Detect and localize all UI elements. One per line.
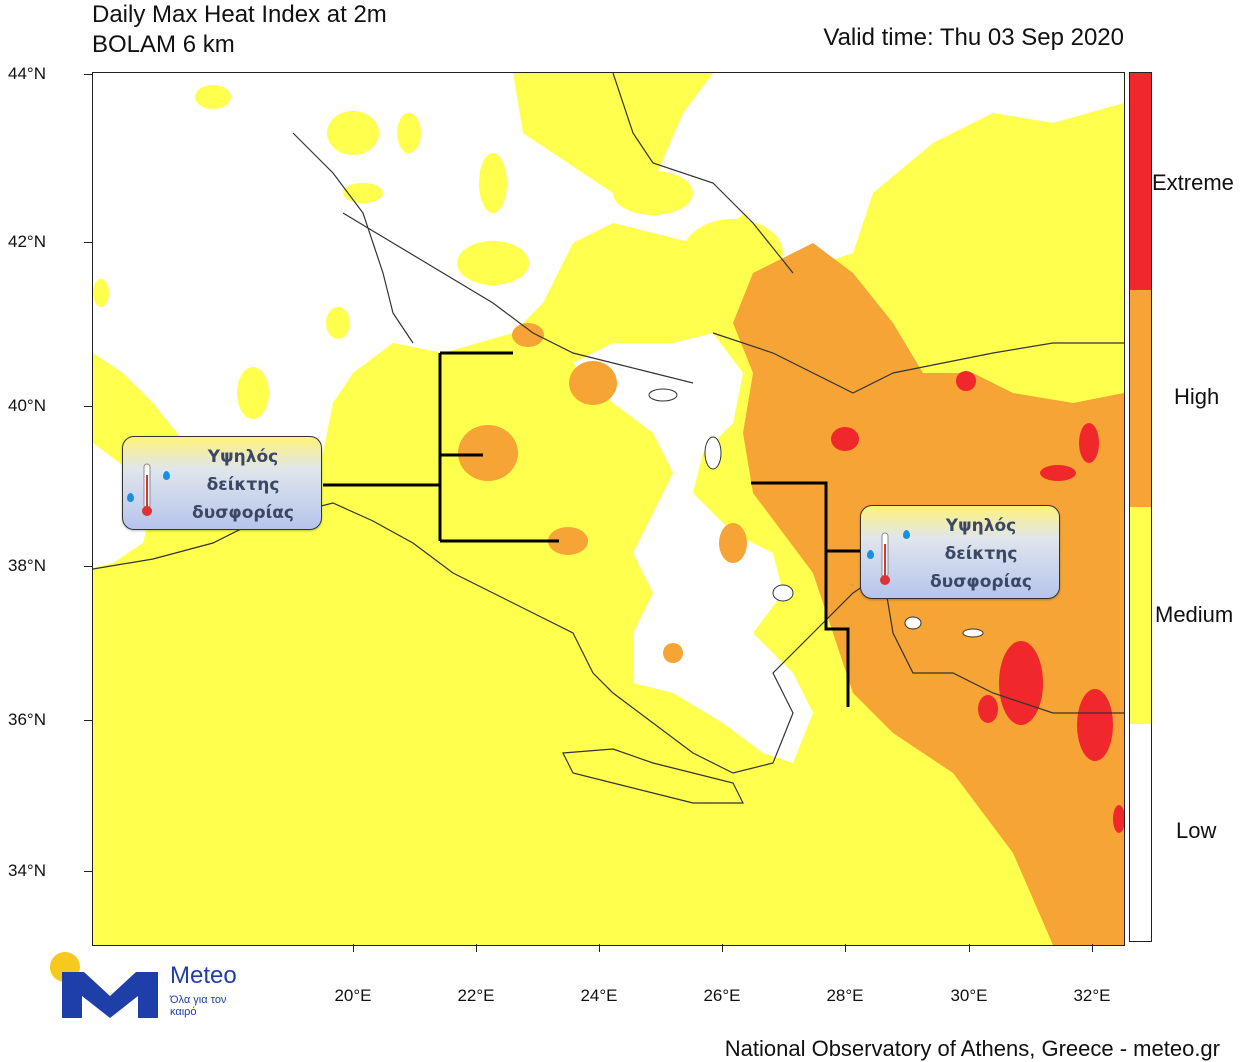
- callout-line: δείκτης: [206, 475, 280, 495]
- lat-tick: [84, 406, 92, 407]
- lon-label: 22°E: [457, 986, 495, 1005]
- lon-label: 32°E: [1073, 986, 1111, 1005]
- lat-tick: [84, 74, 92, 75]
- callout-west: Υψηλός δείκτης δυσφορίας: [122, 436, 322, 530]
- legend-colorbar: [1129, 72, 1152, 942]
- callout-line: Υψηλός: [945, 516, 1017, 536]
- lon-tick: [1092, 944, 1093, 952]
- callout-west-text: Υψηλός δείκτης δυσφορίας: [171, 443, 315, 527]
- model-subtitle: BOLAM 6 km: [92, 31, 235, 58]
- lon-tick: [353, 944, 354, 952]
- lon-label: 28°E: [826, 986, 864, 1005]
- lon-tick: [722, 944, 723, 952]
- callout-east: Υψηλός δείκτης δυσφορίας: [860, 505, 1060, 599]
- legend-label-medium: Medium: [1155, 602, 1234, 627]
- lat-label: 44°N: [8, 64, 46, 83]
- legend-swatch-high: [1130, 290, 1151, 507]
- logo-name: Meteo: [170, 962, 237, 989]
- droplet-icon: [903, 530, 910, 539]
- lat-tick: [84, 242, 92, 243]
- lon-tick: [476, 944, 477, 952]
- thermometer-icon: [880, 532, 890, 585]
- legend-label-extreme: Extreme: [1152, 170, 1234, 195]
- extreme-zone-south-anatolia: [1077, 689, 1113, 761]
- turkey-north-low-zone: [743, 73, 1124, 273]
- lon-tick: [845, 944, 846, 952]
- callout-east-text: Υψηλός δείκτης δυσφορίας: [909, 512, 1053, 596]
- lat-label: 38°N: [8, 556, 46, 575]
- lat-tick: [84, 871, 92, 872]
- footer-credit: National Observatory of Athens, Greece -…: [724, 1036, 1220, 1061]
- valid-time: Valid time: Thu 03 Sep 2020: [823, 24, 1124, 51]
- extreme-zone-southwest-anatolia: [999, 641, 1043, 725]
- legend-label-low: Low: [1176, 818, 1217, 843]
- aegean-low-zone: [573, 333, 813, 763]
- droplet-icon: [127, 493, 134, 502]
- thermometer-icon: [142, 463, 152, 516]
- medium-blobs: [93, 85, 783, 419]
- lon-label: 30°E: [950, 986, 988, 1005]
- lat-label: 36°N: [8, 710, 46, 729]
- legend-swatch-low: [1130, 724, 1151, 941]
- lat-label: 40°N: [8, 396, 46, 415]
- extreme-zones: [831, 371, 1124, 833]
- islands: [648, 388, 984, 638]
- lat-tick: [84, 566, 92, 567]
- annotation-lines: [323, 351, 863, 707]
- lat-tick: [84, 720, 92, 721]
- m-logo-icon: [62, 972, 158, 1018]
- lon-tick: [969, 944, 970, 952]
- lon-label: 24°E: [580, 986, 618, 1005]
- thessaly-high-zone: [458, 425, 518, 481]
- callout-line: δείκτης: [944, 544, 1018, 564]
- lat-label: 42°N: [8, 232, 46, 251]
- legend-swatch-extreme: [1130, 73, 1151, 290]
- lon-label: 20°E: [334, 986, 372, 1005]
- legend-swatch-medium: [1130, 507, 1151, 724]
- meteo-logo[interactable]: Meteo Όλα για τον καιρό: [48, 950, 248, 1022]
- legend-label-high: High: [1174, 384, 1220, 409]
- lon-tick: [599, 944, 600, 952]
- droplet-icon: [867, 550, 874, 559]
- logo-tagline: Όλα για τον καιρό: [170, 994, 227, 1018]
- map-title: Daily Max Heat Index at 2m: [92, 1, 387, 28]
- callout-line: δυσφορίας: [192, 503, 294, 523]
- droplet-icon: [163, 471, 170, 480]
- callout-line: Υψηλός: [207, 447, 279, 467]
- callout-line: δυσφορίας: [930, 572, 1032, 592]
- lat-label: 34°N: [8, 861, 46, 880]
- lon-label: 26°E: [703, 986, 741, 1005]
